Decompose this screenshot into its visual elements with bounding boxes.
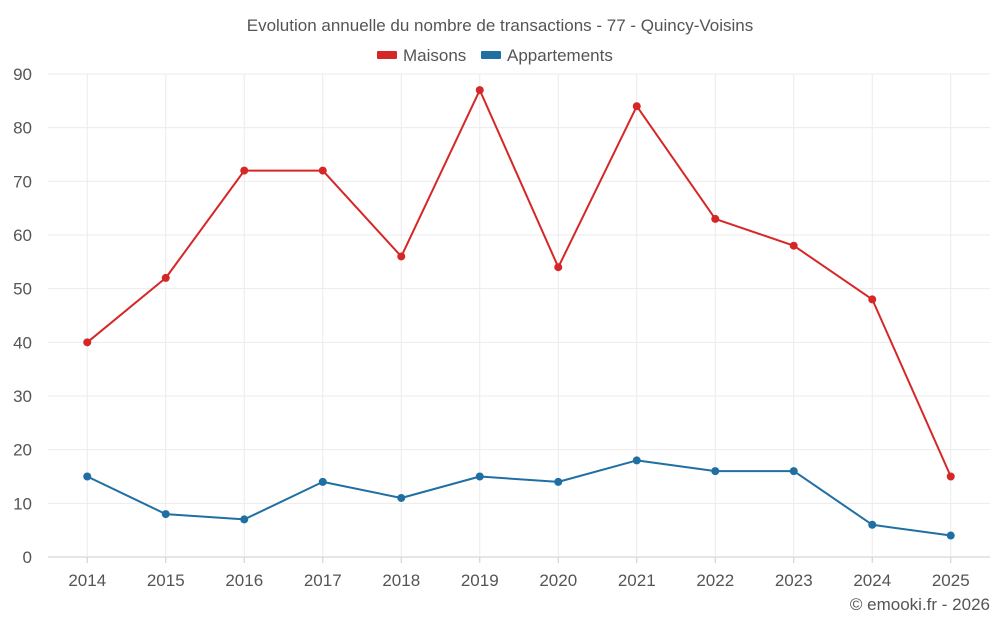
data-point-maisons[interactable]: Maisons 2021: 84 bbox=[632, 102, 641, 111]
data-point-maisons[interactable]: Maisons 2018: 56 bbox=[397, 252, 406, 261]
credit-text: © emooki.fr - 2026 bbox=[850, 595, 990, 614]
legend-item-appartements[interactable]: Appartements bbox=[481, 46, 613, 65]
data-point-maisons[interactable]: Maisons 2024: 48 bbox=[868, 295, 877, 304]
data-point-appartements[interactable]: Appartements 2017: 14 bbox=[318, 477, 327, 486]
x-tick-label: 2017 bbox=[304, 571, 342, 590]
gridlines bbox=[48, 73, 990, 558]
data-point-maisons[interactable]: Maisons 2015: 52 bbox=[161, 273, 170, 282]
y-tick-label: 10 bbox=[13, 494, 32, 513]
y-tick-label: 50 bbox=[13, 280, 32, 299]
x-tick-label: 2024 bbox=[853, 571, 891, 590]
data-point-appartements[interactable]: Appartements 2015: 8 bbox=[161, 510, 170, 519]
chart-title: Evolution annuelle du nombre de transact… bbox=[247, 16, 754, 35]
x-tick-label: 2022 bbox=[696, 571, 734, 590]
data-point-appartements[interactable]: Appartements 2024: 6 bbox=[868, 520, 877, 529]
y-tick-label: 20 bbox=[13, 441, 32, 460]
y-tick-label: 60 bbox=[13, 226, 32, 245]
x-tick-label: 2025 bbox=[932, 571, 970, 590]
series-line-appartements bbox=[86, 459, 951, 537]
data-point-appartements[interactable]: Appartements 2014: 15 bbox=[83, 472, 92, 481]
legend: Maisons Appartements bbox=[377, 46, 613, 65]
plot-area: Maisons 2014: 40 Maisons 2015: 52 Maisons … bbox=[83, 86, 955, 540]
data-point-maisons[interactable]: Maisons 2023: 58 bbox=[789, 241, 798, 250]
y-tick-label: 30 bbox=[13, 387, 32, 406]
legend-label-maisons: Maisons bbox=[403, 46, 466, 65]
x-tick-label: 2023 bbox=[775, 571, 813, 590]
data-point-appartements[interactable]: Appartements 2021: 18 bbox=[632, 456, 641, 465]
data-point-maisons[interactable]: Maisons 2019: 87 bbox=[475, 86, 484, 95]
y-tick-label: 80 bbox=[13, 119, 32, 138]
data-point-maisons[interactable]: Maisons 2022: 63 bbox=[711, 214, 720, 223]
x-tick-label: 2020 bbox=[539, 571, 577, 590]
data-point-appartements[interactable]: Appartements 2018: 11 bbox=[397, 493, 406, 502]
x-tick-label: 2018 bbox=[382, 571, 420, 590]
legend-swatch-maisons bbox=[377, 51, 397, 59]
data-point-appartements[interactable]: Appartements 2019: 15 bbox=[475, 472, 484, 481]
x-tick-label: 2014 bbox=[68, 571, 106, 590]
legend-item-maisons[interactable]: Maisons bbox=[377, 46, 466, 65]
data-point-appartements[interactable]: Appartements 2023: 16 bbox=[789, 467, 798, 476]
y-tick-label: 40 bbox=[13, 333, 32, 352]
data-point-maisons[interactable]: Maisons 2020: 54 bbox=[554, 263, 563, 272]
y-tick-label: 90 bbox=[13, 65, 32, 84]
data-point-appartements[interactable]: Appartements 2022: 16 bbox=[711, 467, 720, 476]
data-point-appartements[interactable]: Appartements 2025: 4 bbox=[946, 531, 955, 540]
data-point-maisons[interactable]: Maisons 2025: 15 bbox=[946, 472, 955, 481]
data-point-appartements[interactable]: Appartements 2016: 7 bbox=[240, 515, 249, 524]
series-line-maisons bbox=[86, 89, 952, 477]
data-point-appartements[interactable]: Appartements 2020: 14 bbox=[554, 477, 563, 486]
y-axis: 0 10 20 30 40 50 60 70 80 90 bbox=[13, 65, 32, 567]
y-tick-label: 0 bbox=[23, 548, 32, 567]
x-tick-label: 2016 bbox=[225, 571, 263, 590]
legend-label-appartements: Appartements bbox=[507, 46, 613, 65]
x-axis: 2014 2015 2016 2017 2018 2019 2020 2021 2022 2023… bbox=[68, 557, 970, 590]
data-point-maisons[interactable]: Maisons 2016: 72 bbox=[240, 166, 249, 175]
y-tick-label: 70 bbox=[13, 172, 32, 191]
legend-swatch-appartements bbox=[481, 51, 501, 59]
x-tick-label: 2015 bbox=[147, 571, 185, 590]
x-tick-label: 2019 bbox=[461, 571, 499, 590]
data-point-maisons[interactable]: Maisons 2014: 40 bbox=[83, 338, 92, 347]
data-point-maisons[interactable]: Maisons 2017: 72 bbox=[318, 166, 327, 175]
x-tick-label: 2021 bbox=[618, 571, 656, 590]
